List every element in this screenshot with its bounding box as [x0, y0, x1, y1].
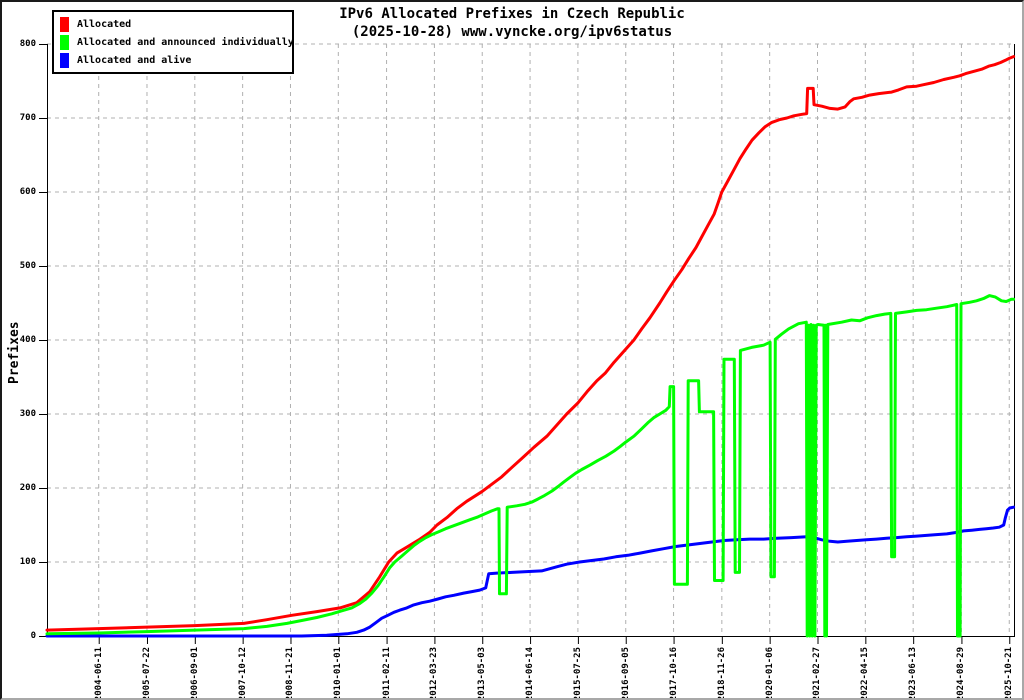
y-tick-label: 300	[19, 409, 36, 419]
x-tick-label: 2008-11-21	[285, 647, 296, 700]
legend-item: Allocated and announced individually	[54, 33, 294, 51]
y-tick-label: 200	[19, 483, 36, 493]
legend: Allocated Allocated and announced individ…	[52, 10, 294, 74]
title-block: IPv6 Allocated Prefixes in Czech Republi…	[2, 5, 1022, 41]
chart-title: IPv6 Allocated Prefixes in Czech Republi…	[339, 6, 685, 22]
x-tick-label: 2004-06-11	[93, 647, 104, 700]
legend-swatch-icon	[60, 16, 69, 32]
x-tick-label: 2010-01-01	[333, 647, 344, 700]
x-tick-label: 2024-08-29	[956, 647, 967, 700]
y-tick-label: 500	[19, 261, 36, 271]
x-tick-label: 2013-05-03	[477, 647, 488, 700]
x-tick-label: 2023-06-13	[908, 647, 919, 700]
x-tick-label: 2015-07-25	[572, 647, 583, 700]
legend-label: Allocated	[77, 18, 132, 30]
x-tick-label: 2007-10-12	[237, 647, 248, 700]
legend-item: Allocated	[54, 15, 292, 33]
y-tick-label: 700	[19, 113, 36, 123]
legend-swatch-icon	[60, 52, 69, 68]
legend-label: Allocated and announced individually	[77, 36, 294, 48]
x-tick-label: 2005-07-22	[141, 647, 152, 700]
legend-item: Allocated and alive	[54, 51, 292, 69]
y-axis-title: Prefixes	[7, 321, 22, 384]
x-tick-label: 2022-04-15	[860, 647, 871, 700]
y-tick-label: 0	[30, 631, 36, 641]
series-allocated	[45, 55, 1016, 632]
y-tick-label: 100	[19, 557, 36, 567]
x-tick-label: 2016-09-05	[620, 647, 631, 700]
series-allocated-and-alive	[45, 505, 1016, 638]
chart-subtitle: (2025-10-28) www.vyncke.org/ipv6status	[351, 24, 673, 40]
x-tick-label: 2018-11-26	[716, 647, 727, 700]
series-allocated-and-announced-individually	[45, 294, 1016, 638]
y-tick-label: 800	[19, 39, 36, 49]
x-tick-label: 2021-02-27	[812, 647, 823, 700]
x-tick-label: 2012-03-23	[429, 647, 440, 700]
x-tick-label: 2020-01-06	[764, 647, 775, 700]
legend-swatch-icon	[60, 34, 69, 50]
x-tick-label: 2006-09-01	[189, 647, 200, 700]
x-tick-label: 2011-02-11	[381, 647, 392, 700]
y-tick-label: 600	[19, 187, 36, 197]
y-tick-label: 400	[19, 335, 36, 345]
x-tick-label: 2014-06-14	[525, 647, 536, 700]
x-tick-label: 2025-10-21	[1004, 647, 1015, 700]
legend-label: Allocated and alive	[77, 54, 192, 66]
x-tick-label: 2017-10-16	[668, 647, 679, 700]
